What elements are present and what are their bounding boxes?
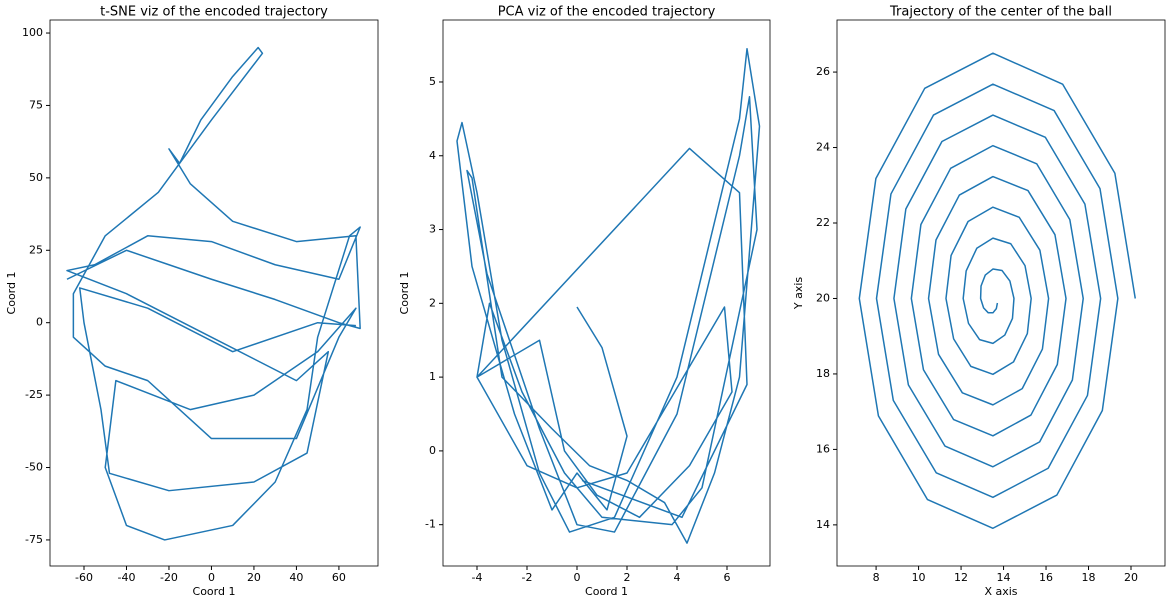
- axes-frame: [836, 19, 1166, 567]
- y-tick-label: -75: [25, 533, 43, 546]
- y-tick-label: 5: [429, 75, 436, 88]
- x-axis-label: X axis: [984, 585, 1017, 598]
- x-tick-label: 16: [1039, 571, 1053, 584]
- x-tick-label: 14: [997, 571, 1011, 584]
- x-tick-label: -2: [522, 571, 533, 584]
- x-tick-label: 6: [724, 571, 731, 584]
- x-axis-label: Coord 1: [585, 585, 628, 598]
- y-axis-label: Coord 1: [398, 272, 411, 315]
- y-tick-label: 24: [816, 141, 830, 154]
- y-tick-label: -25: [25, 388, 43, 401]
- axes-frame: [49, 19, 379, 567]
- y-tick-label: 4: [429, 149, 436, 162]
- x-tick-label: 18: [1082, 571, 1096, 584]
- trajectory-line: [456, 48, 761, 544]
- x-tick-label: 0: [574, 571, 581, 584]
- y-tick-label: 50: [29, 171, 43, 184]
- y-tick-label: 25: [29, 243, 43, 256]
- y-tick-label: 75: [29, 98, 43, 111]
- chart-title: t-SNE viz of the encoded trajectory: [100, 5, 328, 20]
- x-tick-label: 4: [674, 571, 681, 584]
- y-tick-label: 22: [816, 216, 830, 229]
- x-tick-label: 60: [332, 571, 346, 584]
- y-tick-label: 20: [816, 291, 830, 304]
- chart-title: Trajectory of the center of the ball: [889, 5, 1112, 20]
- y-tick-label: 14: [816, 518, 830, 531]
- x-tick-label: -4: [472, 571, 483, 584]
- chart-title: PCA viz of the encoded trajectory: [498, 5, 716, 20]
- y-tick-label: 26: [816, 65, 830, 78]
- y-tick-label: 18: [816, 367, 830, 380]
- x-axis-label: Coord 1: [193, 585, 236, 598]
- y-axis-label: Coord 1: [5, 272, 18, 315]
- x-tick-label: 40: [289, 571, 303, 584]
- y-tick-label: -50: [25, 461, 43, 474]
- x-tick-label: -60: [75, 571, 93, 584]
- y-tick-label: 3: [429, 223, 436, 236]
- x-tick-label: 20: [247, 571, 261, 584]
- y-tick-label: 1: [429, 370, 436, 383]
- y-tick-label: 0: [429, 444, 436, 457]
- x-tick-label: 8: [873, 571, 880, 584]
- y-tick-label: 16: [816, 442, 830, 455]
- y-tick-label: 2: [429, 296, 436, 309]
- x-tick-label: 2: [624, 571, 631, 584]
- x-tick-label: 12: [954, 571, 968, 584]
- axes-frame: [442, 19, 771, 567]
- trajectory-line: [858, 52, 1137, 530]
- x-tick-label: -40: [117, 571, 135, 584]
- x-tick-label: -20: [160, 571, 178, 584]
- x-tick-label: 10: [912, 571, 926, 584]
- x-tick-label: 0: [208, 571, 215, 584]
- y-axis-label: Y axis: [792, 277, 805, 311]
- y-tick-label: 0: [36, 316, 43, 329]
- y-tick-label: 100: [22, 26, 43, 39]
- trajectory-line: [66, 46, 361, 541]
- y-tick-label: -1: [425, 518, 436, 531]
- x-tick-label: 20: [1124, 571, 1138, 584]
